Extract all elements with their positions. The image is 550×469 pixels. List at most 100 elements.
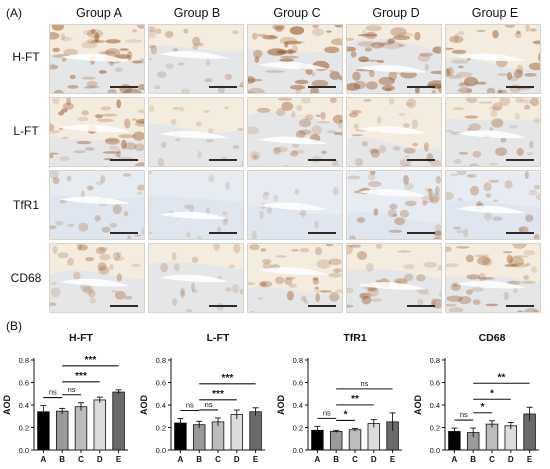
scale-bar [506, 159, 534, 161]
scale-bar [407, 305, 435, 307]
micrograph-tfr1-group-d [346, 170, 442, 240]
micrograph-tfr1-group-e [445, 170, 541, 240]
y-tick-label: 0.8 [293, 356, 303, 365]
y-tick-label: 0.6 [430, 379, 440, 388]
x-tick-label: D [234, 455, 240, 464]
bar-e [112, 391, 125, 451]
micrograph-tfr1-group-b [148, 170, 244, 240]
y-axis-label: AOD [2, 395, 12, 416]
bar-d [367, 423, 381, 451]
y-tick-label: 0.4 [430, 401, 440, 410]
micrograph-h-ft-group-e [445, 24, 541, 94]
y-tick-label: 0.0 [430, 446, 440, 455]
x-tick-label: B [333, 455, 339, 464]
micrograph-cd68-group-b [148, 243, 244, 313]
y-tick-label: 0.8 [19, 356, 29, 365]
micrograph-cd68-group-c [247, 243, 343, 313]
significance-label: ** [351, 394, 359, 405]
panel-b-label: (B) [6, 319, 22, 333]
significance-label: ** [498, 372, 506, 383]
chart-title: L-FT [207, 332, 230, 344]
micrograph-l-ft-group-c [247, 97, 343, 167]
bar-e [249, 411, 262, 451]
column-header-group-d: Group D [372, 6, 420, 20]
column-header-group-e: Group E [471, 6, 519, 20]
x-tick-label: E [253, 455, 259, 464]
x-tick-label: B [470, 455, 476, 464]
x-tick-label: B [196, 455, 202, 464]
row-label-cd68: CD68 [10, 271, 42, 285]
bar-c [485, 423, 499, 451]
y-tick-label: 0.8 [430, 356, 440, 365]
y-tick-label: 0.4 [156, 401, 166, 410]
significance-label: ns [68, 385, 76, 394]
x-tick-label: A [315, 455, 321, 464]
micrograph-tfr1-group-c [247, 170, 343, 240]
y-tick-label: 0.6 [293, 379, 303, 388]
scale-bar [506, 86, 534, 88]
x-tick-label: E [390, 455, 396, 464]
x-tick-label: C [352, 455, 358, 464]
column-header-group-b: Group B [173, 6, 221, 20]
column-header-group-c: Group C [273, 6, 321, 20]
significance-label: * [481, 402, 485, 413]
significance-label: ns [205, 400, 213, 409]
scale-bar [110, 86, 138, 88]
y-axis-label: AOD [276, 395, 286, 416]
scale-bar [209, 305, 237, 307]
bar-c [74, 406, 88, 451]
scale-bar [407, 86, 435, 88]
x-tick-label: C [489, 455, 495, 464]
bar-b [55, 410, 69, 451]
x-tick-label: A [41, 455, 47, 464]
significance-label: ns [460, 410, 468, 419]
y-tick-label: 0.0 [156, 446, 166, 455]
bar-d [504, 425, 518, 451]
x-tick-label: D [508, 455, 514, 464]
micrograph-h-ft-group-a [49, 24, 145, 94]
micrograph-h-ft-group-b [148, 24, 244, 94]
column-header-group-a: Group A [76, 6, 122, 20]
scale-bar [110, 159, 138, 161]
scale-bar [209, 159, 237, 161]
x-tick-label: B [59, 455, 65, 464]
chart-title: CD68 [479, 332, 506, 344]
micrograph-l-ft-group-a [49, 97, 145, 167]
significance-label: ns [49, 388, 57, 397]
scale-bar [407, 232, 435, 234]
chart-title: TfR1 [343, 332, 366, 344]
micrograph-cd68-group-e [445, 243, 541, 313]
scale-bar [308, 232, 336, 234]
y-tick-label: 0.8 [156, 356, 166, 365]
x-tick-label: C [215, 455, 221, 464]
x-tick-label: A [452, 455, 458, 464]
y-tick-label: 0.2 [430, 424, 440, 433]
scale-bar [506, 232, 534, 234]
bar-chart-h-ft: H-FT AOD 0.0 0.2 0.4 0.6 0.8 A B C D Ens ns *** *** [2, 332, 128, 464]
significance-label: ns [186, 401, 194, 410]
bar-d [230, 414, 244, 451]
y-tick-label: 0.6 [156, 379, 166, 388]
y-axis-label: AOD [413, 395, 423, 416]
scale-bar [506, 305, 534, 307]
scale-bar [110, 305, 138, 307]
micrograph-cd68-group-d [346, 243, 442, 313]
y-tick-label: 0.2 [293, 424, 303, 433]
y-axis-label: AOD [139, 395, 149, 416]
panel-a-label: (A) [6, 6, 22, 20]
micrograph-l-ft-group-d [346, 97, 442, 167]
bar-b [192, 424, 206, 451]
x-tick-label: E [527, 455, 533, 464]
scale-bar [308, 86, 336, 88]
significance-label: *** [85, 355, 97, 366]
micrograph-cd68-group-a [49, 243, 145, 313]
bar-c [211, 421, 225, 451]
row-label-l-ft: L-FT [13, 124, 39, 138]
significance-label: * [344, 409, 348, 420]
x-tick-label: E [116, 455, 122, 464]
y-tick-label: 0.0 [293, 446, 303, 455]
x-tick-label: C [78, 455, 84, 464]
